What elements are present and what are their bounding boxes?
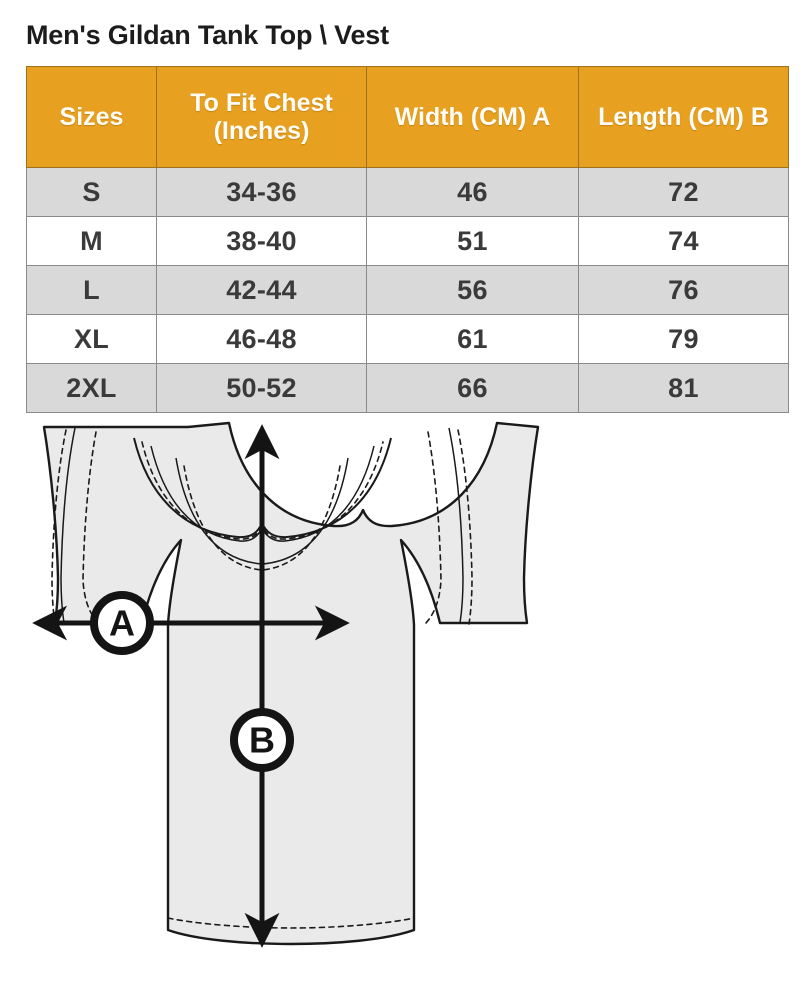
column-header-chest: To Fit Chest (Inches) — [156, 66, 367, 168]
size-chart-table: Sizes To Fit Chest (Inches) Width (CM) A… — [26, 66, 789, 413]
marker-a-label: A — [109, 603, 135, 644]
cell-width: 56 — [366, 265, 579, 315]
table-row: XL 46-48 61 79 — [26, 314, 789, 364]
cell-length: 81 — [578, 363, 789, 413]
cell-chest: 38-40 — [156, 216, 367, 266]
table-row: L 42-44 56 76 — [26, 265, 789, 315]
cell-chest: 46-48 — [156, 314, 367, 364]
column-header-length: Length (CM) B — [578, 66, 789, 168]
table-row: 2XL 50-52 66 81 — [26, 363, 789, 413]
cell-size: S — [26, 167, 157, 217]
cell-size: 2XL — [26, 363, 157, 413]
table-row: S 34-36 46 72 — [26, 167, 789, 217]
column-header-sizes: Sizes — [26, 66, 157, 168]
table-row: M 38-40 51 74 — [26, 216, 789, 266]
cell-width: 51 — [366, 216, 579, 266]
cell-width: 46 — [366, 167, 579, 217]
cell-width: 66 — [366, 363, 579, 413]
cell-length: 72 — [578, 167, 789, 217]
cell-length: 74 — [578, 216, 789, 266]
cell-width: 61 — [366, 314, 579, 364]
garment-diagram: A B — [0, 410, 812, 1000]
cell-length: 79 — [578, 314, 789, 364]
column-header-width: Width (CM) A — [366, 66, 579, 168]
marker-a-badge: A — [90, 591, 154, 655]
hem-detail — [167, 917, 415, 929]
table-header-row: Sizes To Fit Chest (Inches) Width (CM) A… — [26, 66, 789, 168]
page-title: Men's Gildan Tank Top \ Vest — [26, 20, 389, 50]
cell-chest: 50-52 — [156, 363, 367, 413]
cell-chest: 42-44 — [156, 265, 367, 315]
marker-b-badge: B — [230, 708, 294, 772]
cell-length: 76 — [578, 265, 789, 315]
cell-chest: 34-36 — [156, 167, 367, 217]
cell-size: L — [26, 265, 157, 315]
tank-top-outline — [42, 421, 540, 946]
cell-size: XL — [26, 314, 157, 364]
marker-b-label: B — [249, 720, 275, 761]
cell-size: M — [26, 216, 157, 266]
